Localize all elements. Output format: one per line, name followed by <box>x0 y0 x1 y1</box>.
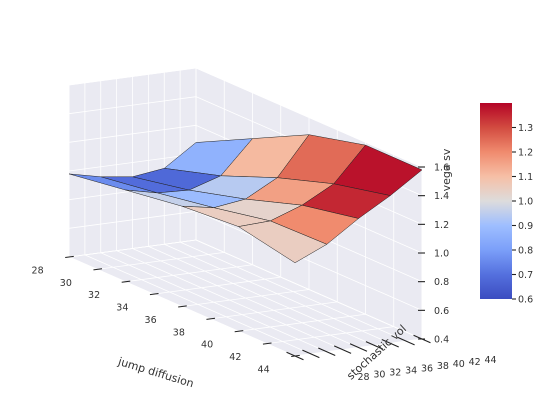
x-tick-mark <box>262 342 272 345</box>
x-tick-label: 30 <box>60 278 72 289</box>
colorbar-tick-label: 1.2 <box>518 148 533 159</box>
x-tick-label: 34 <box>116 303 128 314</box>
y-tick-label: 40 <box>453 359 465 370</box>
y-tick-mark <box>381 339 399 348</box>
colorbar-tick-label: 1.0 <box>518 197 533 208</box>
z-tick-label: 0.8 <box>434 277 449 288</box>
colorbar-tick-label: 0.6 <box>518 295 533 306</box>
x-tick-mark <box>65 255 74 259</box>
x-tick-label: 36 <box>145 315 157 326</box>
y-tick-label: 42 <box>469 357 481 368</box>
colorbar: 0.6 0.7 0.8 0.9 1.0 1.1 1.2 1.3 <box>480 103 533 306</box>
y-tick-mark <box>333 345 352 354</box>
colorbar-tick-label: 0.7 <box>518 270 533 281</box>
x-tick-mark <box>206 317 216 320</box>
y-tick-mark <box>349 343 368 352</box>
x-tick-mark <box>149 292 159 296</box>
z-tick-label: 1.0 <box>434 249 449 260</box>
x-tick-label: 42 <box>229 352 241 363</box>
x-axis-title: jump diffusion <box>116 355 196 391</box>
surface-plot <box>68 134 423 264</box>
back-gridline-z <box>195 67 423 168</box>
y-tick-label: 32 <box>389 368 401 379</box>
x-tick-mark <box>121 280 131 283</box>
y-tick-label: 30 <box>373 370 385 381</box>
floor-gridline-y <box>132 248 359 348</box>
x-tick-mark <box>93 268 103 271</box>
side-gridline-z <box>68 239 197 258</box>
x-tick-label: 38 <box>173 327 185 338</box>
colorbar-gradient <box>480 103 512 299</box>
side-gridline-z <box>68 96 197 115</box>
colorbar-tick-label: 1.1 <box>518 172 533 183</box>
x-tick-label: 28 <box>32 265 44 276</box>
z-tick-label: 1.6 <box>434 163 449 174</box>
colorbar-tick-label: 0.9 <box>518 221 533 232</box>
floor-gridline-y <box>148 246 375 346</box>
y-tick-label: 34 <box>405 365 417 376</box>
back-gridline-z <box>195 210 423 311</box>
colorbar-tick-label: 0.8 <box>518 246 533 257</box>
z-tick-label: 0.4 <box>434 335 449 346</box>
floor-gridline-y <box>84 254 312 355</box>
back-gridline-z <box>195 239 423 340</box>
z-tick-label: 0.6 <box>434 306 449 317</box>
side-gridline-z <box>68 67 197 86</box>
floor-gridline-y <box>100 252 327 353</box>
colorbar-tick-label: 1.3 <box>518 123 533 134</box>
y-tick-label: 36 <box>421 363 433 374</box>
floor-gridline-y <box>179 241 407 342</box>
z-tick-label: 1.2 <box>434 220 449 231</box>
side-gridline-z <box>68 210 197 229</box>
floor-gridline-y <box>164 243 391 344</box>
x-tick-label: 44 <box>258 364 270 375</box>
x-tick-mark <box>178 305 187 308</box>
side-gridline-z <box>68 124 197 143</box>
x-tick-label: 40 <box>201 340 213 351</box>
y-tick-label: 38 <box>437 361 449 372</box>
floor-gridline-y <box>116 250 343 350</box>
side-gridline-z <box>68 153 197 172</box>
x-tick-label: 32 <box>88 290 100 301</box>
z-axis-title: vega sv <box>440 148 453 191</box>
y-tick-mark <box>302 349 320 359</box>
y-tick-mark <box>318 347 336 356</box>
surface-cell <box>238 220 328 264</box>
y-tick-mark <box>397 336 415 346</box>
x-tick-mark <box>234 330 244 333</box>
y-tick-mark <box>365 341 384 350</box>
y-tick-label: 44 <box>484 355 496 366</box>
z-tick-label: 1.4 <box>434 191 449 202</box>
y-tick-label: 28 <box>357 372 369 383</box>
y-tick-mark <box>286 351 304 361</box>
